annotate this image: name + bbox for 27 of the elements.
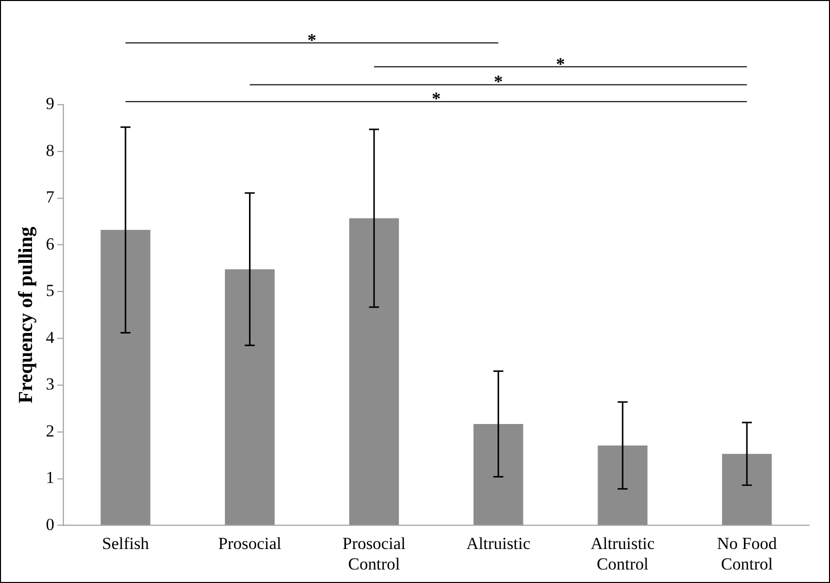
bar	[349, 218, 399, 525]
text: *	[494, 72, 503, 92]
y-tick-label: 4	[46, 328, 55, 347]
text: *	[307, 30, 316, 50]
x-tick-label: Prosocial	[218, 534, 282, 553]
y-tick-label: 3	[46, 374, 54, 394]
bar	[598, 445, 648, 525]
x-tick-label: Altruistic Control	[590, 534, 655, 574]
bar	[722, 454, 772, 525]
x-tick-label: Selfish	[102, 534, 150, 553]
annotation: *	[432, 88, 441, 109]
y-tick-label: 8	[46, 140, 54, 160]
y-tick-label: 7	[46, 188, 54, 207]
y-tick-label: 1	[46, 468, 54, 488]
y-tick-label: 2	[46, 421, 54, 440]
text: *	[556, 54, 565, 74]
bar	[473, 424, 524, 525]
x-tick-label: Altruistic	[466, 534, 530, 553]
bar	[224, 269, 275, 525]
y-axis-title: Frequency of pulling	[15, 226, 38, 404]
y-tick-label: 0	[46, 514, 54, 534]
bar	[100, 230, 150, 525]
y-tick-label: 5	[46, 281, 54, 300]
x-tick-label: No Food Control	[717, 534, 778, 574]
x-tick-label: Prosocial Control	[342, 534, 406, 574]
y-tick-label: 9	[46, 94, 54, 114]
y-tick-label: 6	[46, 234, 54, 254]
